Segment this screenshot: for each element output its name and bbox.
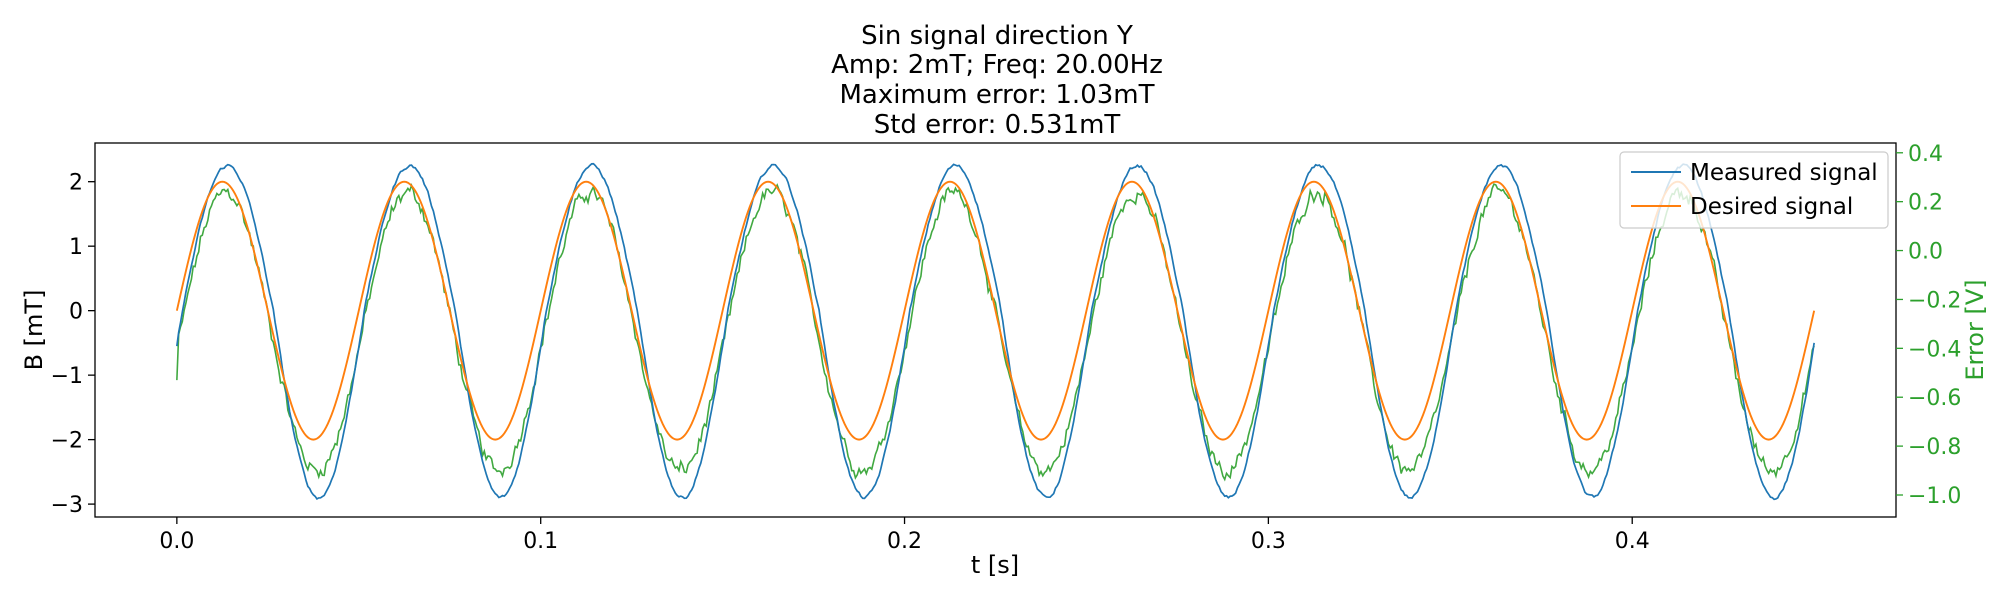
y2-tick-label: 0.0 [1908, 240, 1943, 265]
x-axis: 0.0 0.1 0.2 0.3 0.4 [159, 517, 1650, 554]
x-axis-label: t [s] [971, 551, 1019, 579]
y-tick-label: −3 [51, 493, 83, 518]
series-measured-line [176, 162, 1815, 501]
y-tick-label: 1 [69, 235, 83, 260]
y2-tick-label: 0.2 [1908, 191, 1943, 216]
y-axis-right: −1.0 −0.8 −0.6 −0.4 −0.2 0.0 0.2 0.4 [1896, 142, 1961, 509]
legend-box [1619, 151, 1889, 229]
y2-tick-label: 0.4 [1908, 142, 1943, 167]
x-tick-label: 0.3 [1251, 529, 1286, 554]
legend: Measured signal Desired signal [1619, 151, 1889, 229]
y2-tick-label: −0.8 [1908, 435, 1961, 460]
y-tick-label: −1 [51, 364, 83, 389]
y-tick-label: 2 [69, 171, 83, 196]
y2-tick-label: −0.6 [1908, 386, 1961, 411]
series-layer [175, 162, 1816, 501]
legend-label-desired: Desired signal [1690, 194, 1853, 220]
chart-title: Sin signal direction Y Amp: 2mT; Freq: 2… [831, 21, 1163, 140]
x-tick-label: 0.1 [523, 529, 558, 554]
plot-frame [94, 142, 1897, 518]
y-tick-label: 0 [69, 300, 83, 325]
x-tick-label: 0.4 [1615, 529, 1650, 554]
title-line-1: Sin signal direction Y [861, 21, 1133, 51]
series-desired-line [175, 180, 1816, 441]
y-axis-label: B [mT] [20, 290, 48, 371]
title-line-2: Amp: 2mT; Freq: 20.00Hz [831, 50, 1163, 80]
y2-tick-label: −0.2 [1908, 288, 1961, 313]
y2-tick-label: −1.0 [1908, 484, 1961, 509]
title-line-3: Maximum error: 1.03mT [840, 80, 1155, 110]
y2-tick-label: −0.4 [1908, 337, 1961, 362]
y2-axis-label: Error [V] [1961, 279, 1989, 380]
y-tick-label: −2 [51, 429, 83, 454]
title-line-4: Std error: 0.531mT [874, 110, 1121, 140]
x-tick-label: 0.2 [887, 529, 922, 554]
y-axis-left: −3 −2 −1 0 1 2 [51, 171, 95, 518]
legend-label-measured: Measured signal [1690, 160, 1878, 186]
x-tick-label: 0.0 [159, 529, 194, 554]
